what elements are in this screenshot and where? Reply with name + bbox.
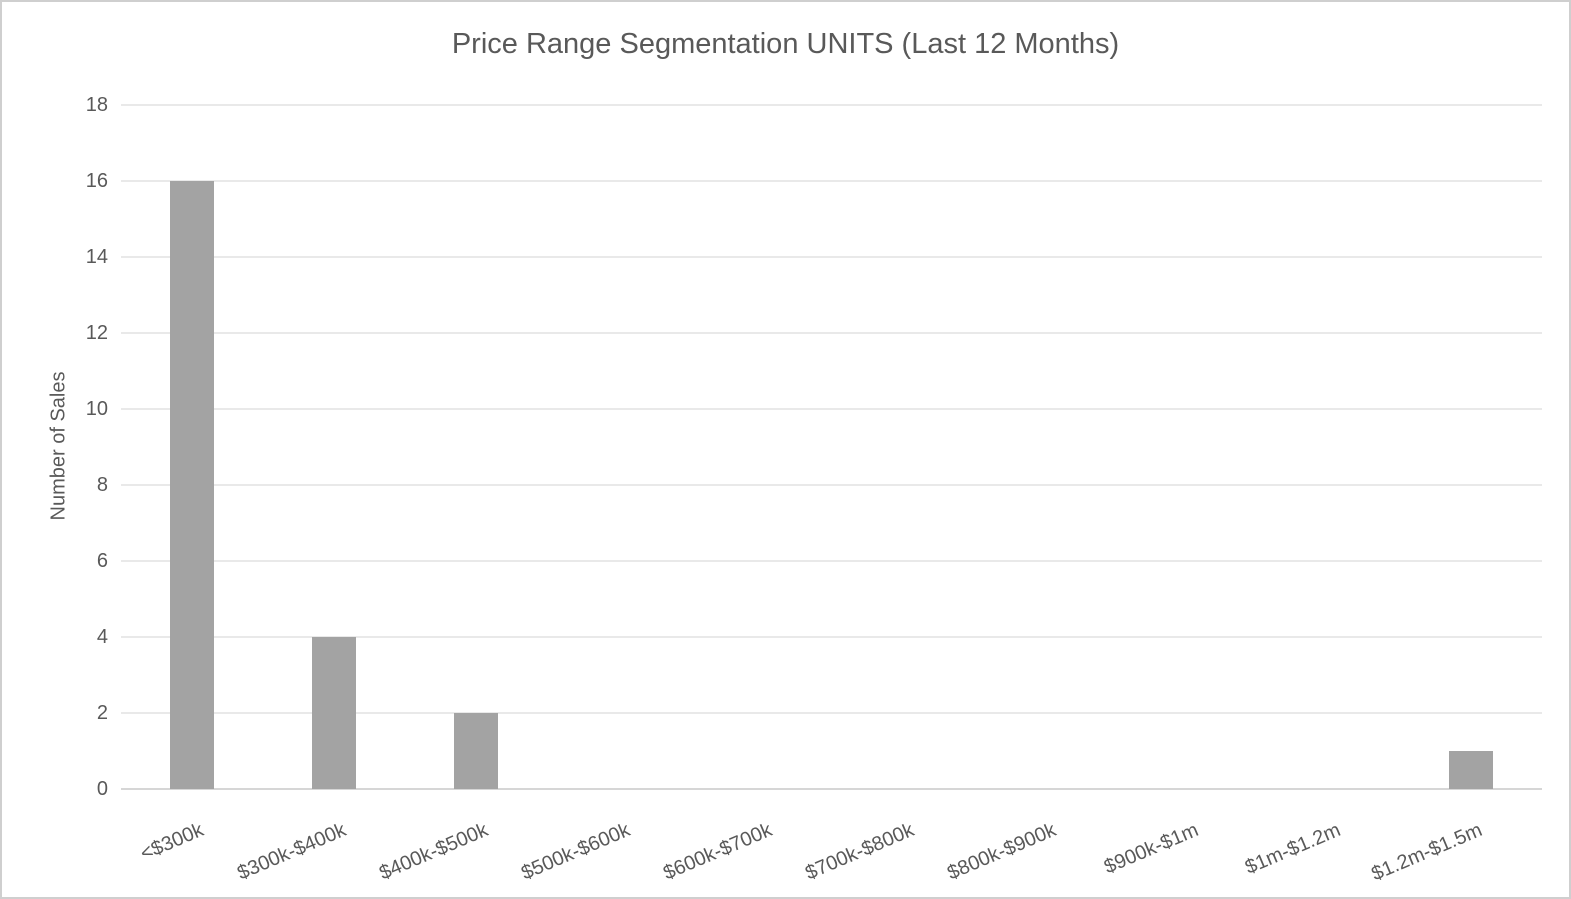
x-tick-label: $800k-$900k <box>944 819 1060 885</box>
bar <box>454 713 499 789</box>
gridline <box>121 712 1542 714</box>
gridline <box>121 332 1542 334</box>
y-tick-label: 18 <box>85 94 108 116</box>
gridline <box>121 256 1542 258</box>
y-tick-label: 4 <box>96 626 108 648</box>
gridline <box>121 408 1542 410</box>
gridline <box>121 180 1542 182</box>
y-tick-label: 2 <box>96 702 108 724</box>
gridline <box>121 104 1542 106</box>
y-tick-label: 12 <box>85 322 108 344</box>
y-tick-label: 16 <box>85 170 108 192</box>
x-tick-label: $300k-$400k <box>233 819 349 885</box>
bar <box>312 637 357 789</box>
x-tick-label: $500k-$600k <box>517 819 633 885</box>
x-axis-line <box>121 788 1542 790</box>
bar <box>1448 751 1493 789</box>
chart-title: Price Range Segmentation UNITS (Last 12 … <box>451 28 1120 60</box>
x-tick-label: $400k-$500k <box>375 819 491 885</box>
x-tick-label: $1.2m-$1.5m <box>1368 819 1486 886</box>
x-tick-label: <$300k <box>137 819 207 866</box>
bar <box>170 181 215 789</box>
y-tick-label: 10 <box>85 398 108 420</box>
x-tick-label: $900k-$1m <box>1100 819 1202 879</box>
gridline <box>121 636 1542 638</box>
y-tick-label: 14 <box>85 246 108 268</box>
x-tick-label: $600k-$700k <box>659 819 776 885</box>
gridline <box>121 484 1542 486</box>
gridline <box>121 560 1542 562</box>
x-tick-label: $1m-$1.2m <box>1241 819 1344 879</box>
y-tick-label: 0 <box>96 778 108 800</box>
y-tick-label: 6 <box>96 550 108 572</box>
y-tick-label: 8 <box>96 474 108 496</box>
x-tick-label: $700k-$800k <box>802 819 918 885</box>
